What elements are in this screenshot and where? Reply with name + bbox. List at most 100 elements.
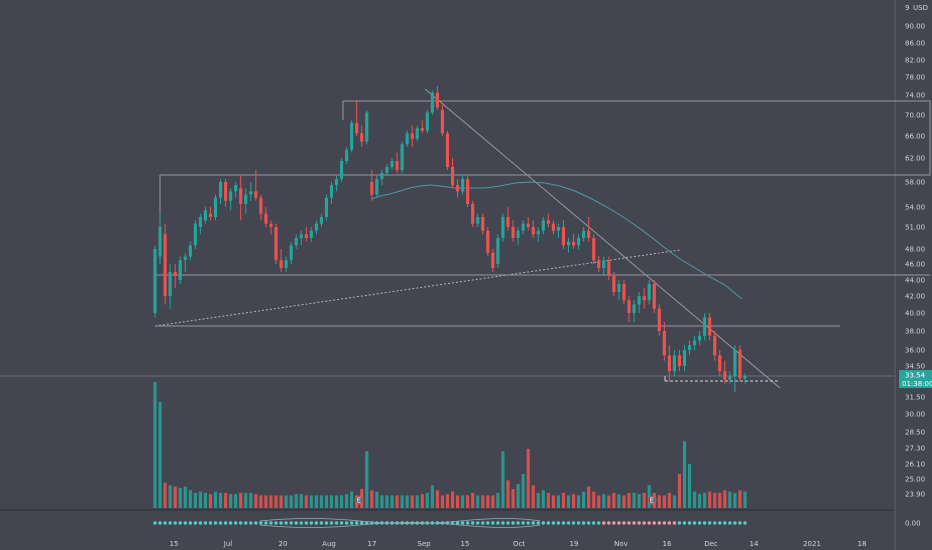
candle-body — [551, 223, 555, 231]
volume-bar — [597, 495, 601, 508]
earnings-label: E — [357, 497, 361, 505]
chart-drawings — [0, 88, 931, 389]
candle-body — [224, 182, 228, 201]
indicator-dot — [299, 521, 303, 525]
price-tick-label: 36.00 — [905, 347, 925, 355]
candle-body — [491, 252, 495, 268]
indicator-dot — [556, 521, 561, 525]
candle — [571, 234, 576, 249]
indicator-dot — [203, 521, 208, 525]
indicator-dot — [536, 521, 540, 525]
indicator-dot — [581, 521, 586, 525]
volume-bar — [491, 495, 495, 508]
candle-body — [284, 260, 288, 268]
candle — [158, 213, 162, 264]
time-tick-label: Jul — [223, 540, 233, 548]
volume-bar — [587, 486, 591, 508]
price-tick-label: 82.00 — [905, 57, 925, 65]
indicator-dot — [561, 521, 566, 525]
indicator-dot — [319, 521, 324, 525]
indicator-dot — [571, 521, 576, 525]
candle — [587, 217, 591, 242]
candle-body — [612, 276, 616, 292]
candle — [693, 335, 697, 350]
candle — [178, 256, 182, 284]
price-tick-label: 23.90 — [905, 491, 925, 499]
indicator-dot — [213, 521, 218, 525]
candle — [546, 213, 550, 227]
volume-bar — [496, 492, 500, 508]
volume-bar — [531, 485, 535, 508]
candle — [289, 241, 293, 264]
volume-bar — [566, 495, 571, 508]
candle — [501, 213, 505, 242]
volume-bar — [486, 495, 490, 508]
volume-bar — [158, 402, 162, 508]
volume-bar — [390, 495, 394, 508]
indicator-dot — [476, 521, 480, 525]
time-axis: 15 Jul 20 Aug 17 Sep 15 Oct 19 Nov 16 Dec 14 2021 18 — [170, 540, 867, 548]
candle — [153, 245, 157, 318]
time-tick-label: 19 — [570, 540, 579, 548]
indicator-dot — [183, 521, 187, 525]
volume-bar — [622, 495, 626, 508]
candle-body — [259, 197, 263, 214]
volume-bar — [541, 490, 545, 508]
volume-bar — [365, 451, 369, 508]
volume-bar — [269, 495, 273, 508]
indicator-dot — [597, 521, 601, 525]
candle — [577, 234, 581, 249]
volume-bar — [329, 495, 334, 508]
indicator-dot — [667, 521, 672, 525]
indicator-dot — [692, 521, 697, 525]
candle — [541, 217, 545, 235]
candle-body — [264, 213, 268, 224]
candle-body — [496, 238, 500, 264]
earnings-badge[interactable]: E — [647, 495, 657, 505]
candle-body — [693, 340, 697, 346]
candle-body — [456, 185, 460, 192]
indicator-dot — [521, 521, 525, 525]
volume-bar — [592, 491, 596, 508]
time-tick-label: Aug — [322, 540, 336, 548]
price-tick-label: 86.00 — [905, 40, 925, 48]
volume-bar — [551, 495, 555, 508]
candle-body — [647, 284, 651, 301]
indicator-dot — [274, 521, 278, 525]
price-tick-label: 31.50 — [905, 394, 925, 402]
indicator-pane — [153, 518, 747, 528]
candle-body — [667, 355, 671, 372]
indicator-dot — [173, 521, 177, 525]
indicator-dot — [208, 521, 213, 525]
candle-body — [425, 112, 429, 131]
candle — [350, 120, 354, 153]
volume-bar — [556, 495, 560, 508]
volume-bar — [239, 492, 243, 508]
candle-body — [587, 230, 591, 238]
candle-body — [410, 133, 414, 139]
volume-bar — [203, 492, 207, 508]
indicator-dot — [249, 521, 253, 525]
volume-bar — [667, 492, 671, 508]
candle — [314, 220, 318, 235]
price-tick-label: 40.00 — [905, 310, 925, 318]
candle-body — [360, 133, 364, 142]
candle — [516, 227, 520, 246]
indicator-dot — [188, 521, 192, 525]
indicator-dot — [546, 521, 551, 525]
price-tick-label: 74.00 — [905, 92, 925, 100]
indicator-dot — [349, 521, 354, 525]
volume-bar — [577, 495, 581, 508]
volume-bar — [385, 495, 389, 508]
indicator-dot — [254, 521, 258, 525]
earnings-badge[interactable]: E — [354, 495, 364, 505]
indicator-dot — [314, 521, 319, 525]
candle-body — [334, 179, 339, 186]
candle-body — [249, 191, 253, 195]
indicator-dot — [440, 521, 445, 525]
price-tick-label: 25.00 — [905, 476, 925, 484]
candle-body — [637, 296, 641, 305]
candle — [340, 158, 344, 182]
volume-bar — [254, 494, 258, 508]
